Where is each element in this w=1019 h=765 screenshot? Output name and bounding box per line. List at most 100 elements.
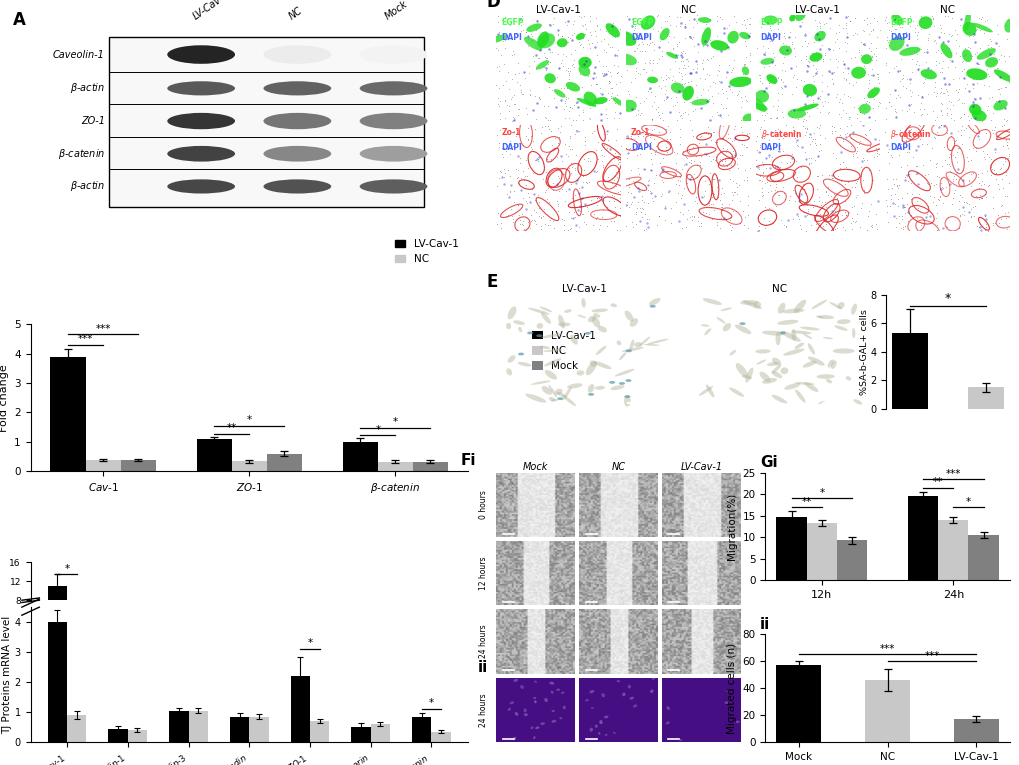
Ellipse shape (611, 97, 626, 107)
Point (555, 168, 572, 180)
Point (582, 56, 598, 68)
Point (937, 85, 954, 97)
Point (825, 67, 842, 79)
Point (600, 171, 616, 183)
Point (918, 177, 934, 189)
Point (971, 179, 987, 191)
Point (925, 34, 942, 47)
Point (634, 36, 650, 48)
Point (853, 197, 869, 209)
Point (810, 216, 826, 229)
Point (812, 69, 828, 81)
Point (561, 132, 578, 144)
Point (514, 24, 530, 36)
Point (564, 58, 580, 70)
Ellipse shape (851, 67, 865, 79)
Point (933, 181, 950, 194)
Point (522, 89, 538, 101)
Point (668, 38, 685, 50)
Point (977, 63, 994, 75)
Point (554, 60, 571, 72)
Point (827, 191, 844, 203)
Point (993, 213, 1009, 225)
Point (489, 16, 505, 28)
Point (757, 103, 773, 116)
Point (653, 165, 669, 177)
Point (507, 163, 524, 175)
Point (656, 201, 673, 213)
Point (707, 137, 723, 149)
Point (658, 90, 675, 103)
Point (880, 34, 897, 46)
Point (782, 62, 798, 74)
Point (971, 41, 987, 54)
Ellipse shape (761, 378, 776, 384)
Point (608, 224, 625, 236)
Point (781, 190, 797, 202)
Point (993, 49, 1009, 61)
Point (918, 208, 934, 220)
Point (838, 74, 854, 86)
Point (925, 131, 942, 143)
Point (565, 99, 581, 112)
Point (684, 84, 700, 96)
Point (605, 174, 622, 186)
Point (490, 60, 506, 72)
Point (799, 205, 815, 217)
Point (647, 140, 663, 152)
Point (887, 23, 903, 35)
Point (973, 11, 989, 24)
Point (878, 36, 895, 48)
Point (941, 28, 957, 41)
Point (559, 223, 576, 236)
Point (931, 177, 948, 190)
Bar (967, 535, 998, 581)
Point (854, 174, 870, 186)
Point (962, 68, 978, 80)
Point (912, 97, 928, 109)
Point (963, 167, 979, 179)
Point (909, 140, 925, 152)
Text: LV-Cav-1: LV-Cav-1 (191, 0, 231, 22)
Point (918, 168, 934, 180)
Point (570, 101, 586, 113)
Point (908, 195, 924, 207)
Point (524, 214, 540, 226)
Point (768, 23, 785, 35)
Point (642, 164, 658, 177)
Point (933, 39, 950, 51)
Point (854, 37, 870, 50)
Point (968, 21, 984, 33)
Point (955, 72, 971, 84)
Point (881, 188, 898, 200)
Point (701, 13, 717, 25)
Point (952, 13, 968, 25)
Text: EGFP: EGFP (501, 18, 524, 28)
Point (797, 50, 813, 63)
Point (518, 130, 534, 142)
Point (536, 217, 552, 230)
Point (655, 94, 672, 106)
Ellipse shape (534, 700, 536, 703)
Point (490, 207, 506, 220)
Text: ZO-1: ZO-1 (81, 116, 105, 126)
Point (960, 25, 976, 37)
Point (955, 108, 971, 120)
Point (704, 173, 720, 185)
Point (769, 123, 786, 135)
Point (518, 169, 534, 181)
Point (493, 148, 510, 160)
Point (620, 201, 636, 213)
Point (968, 76, 984, 89)
Point (864, 68, 880, 80)
Point (582, 155, 598, 167)
Point (834, 97, 850, 109)
Point (811, 90, 827, 103)
Point (609, 158, 626, 170)
Point (867, 218, 883, 230)
Point (630, 129, 646, 142)
Text: ***: *** (923, 650, 938, 660)
Point (976, 209, 993, 221)
Point (869, 73, 886, 86)
Ellipse shape (536, 323, 543, 329)
